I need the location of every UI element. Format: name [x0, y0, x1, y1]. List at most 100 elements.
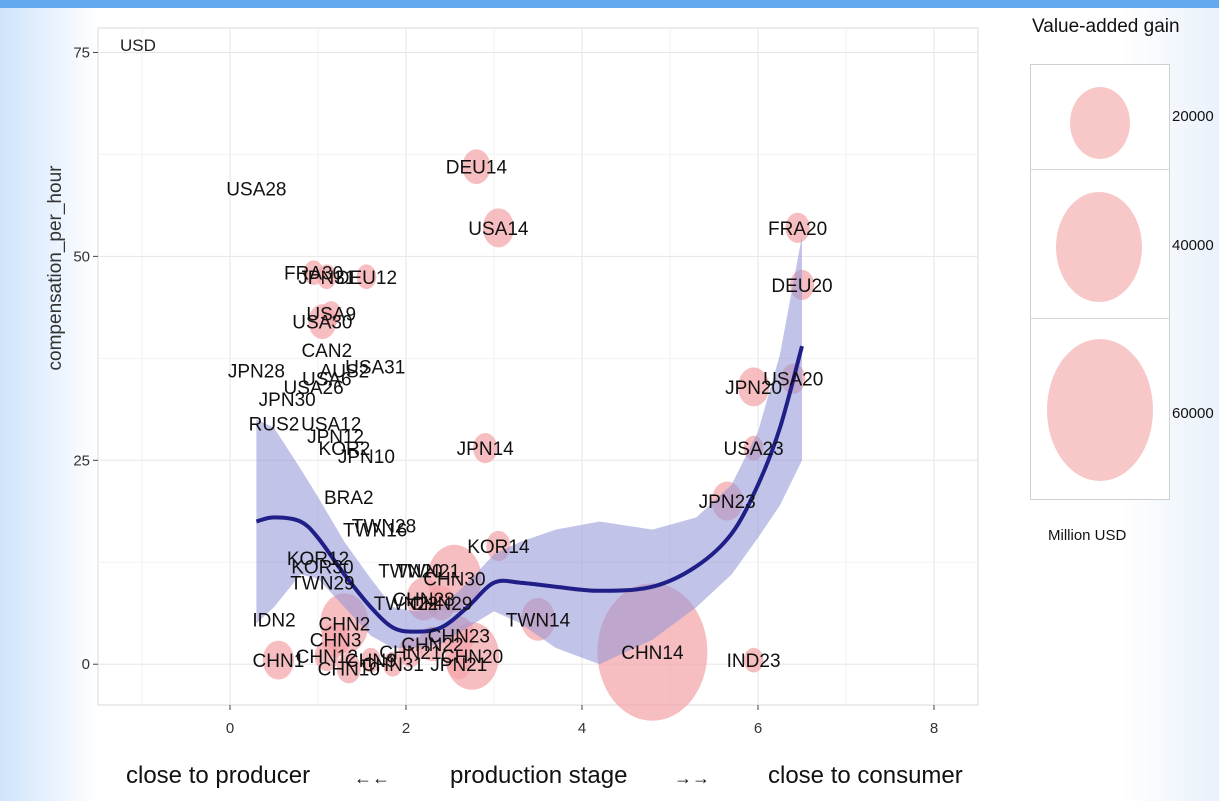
- bubble-point: [785, 212, 810, 243]
- point-label: TWN14: [506, 610, 571, 631]
- point-label: JPN31: [298, 268, 355, 289]
- bubble-point: [446, 649, 471, 680]
- point-label: KOR2: [319, 439, 371, 460]
- point-label: JPN21: [430, 655, 487, 676]
- bubble-point: [462, 149, 491, 185]
- point-label: USA30: [292, 313, 352, 334]
- top-accent-bar: [0, 0, 1219, 8]
- caption-production-stage: production stage: [450, 762, 628, 789]
- point-label: KOR30: [291, 557, 353, 578]
- point-label: USA12: [301, 415, 361, 436]
- point-label: USA26: [283, 378, 343, 399]
- y-tick-label: 0: [82, 656, 90, 673]
- point-label: KOR12: [287, 549, 349, 570]
- point-label: IDN2: [252, 610, 295, 631]
- point-label: CHN10: [318, 659, 380, 680]
- x-tick-label: 8: [930, 720, 938, 737]
- point-label: JPN23: [699, 492, 756, 513]
- point-label: JPN14: [457, 439, 514, 460]
- caption-close-to-consumer: close to consumer: [768, 762, 963, 789]
- bubble-point: [336, 653, 361, 684]
- point-label: USA9: [306, 304, 356, 325]
- point-label: JPN20: [725, 378, 782, 399]
- point-label: CAN2: [301, 341, 352, 362]
- legend-bubble-large: [1047, 339, 1153, 481]
- arrow-right-icon: →→: [674, 768, 710, 788]
- bubble-point: [737, 367, 770, 407]
- point-label: JPN12: [307, 427, 364, 448]
- point-label: CHN9: [345, 651, 397, 672]
- point-label: CHN30: [423, 570, 485, 591]
- point-label: USA23: [723, 439, 783, 460]
- point-label: CHN12: [296, 647, 358, 668]
- point-label: TWN29: [290, 574, 354, 595]
- point-label: CHN28: [392, 590, 454, 611]
- point-label: CHN20: [441, 647, 503, 668]
- arrow-left-icon: ←←: [354, 768, 390, 788]
- caption-close-to-producer: close to producer: [126, 762, 311, 789]
- y-tick-label: 25: [73, 452, 90, 469]
- point-label: JPN30: [259, 390, 316, 411]
- point-label: JPN10: [338, 447, 395, 468]
- y-axis-title: compensation_per_hour: [45, 165, 66, 371]
- bubble-point: [473, 432, 498, 464]
- bubble-point: [743, 647, 764, 673]
- legend-cell-2: [1031, 170, 1169, 319]
- point-label: CHN23: [428, 627, 490, 648]
- unit-label: USD: [120, 36, 156, 55]
- legend-cell-3: [1031, 319, 1169, 499]
- x-tick-label: 2: [402, 720, 410, 737]
- legend-bubble-medium: [1056, 192, 1142, 302]
- legend-bubble-small: [1070, 87, 1130, 159]
- point-label: CHN2: [319, 614, 371, 635]
- point-label: CHN22: [401, 635, 463, 656]
- x-tick-label: 0: [226, 720, 234, 737]
- point-label: CHN31: [362, 655, 424, 676]
- legend-label-60000: 60000: [1172, 405, 1214, 422]
- legend-title: Value-added gain: [1032, 16, 1180, 37]
- point-label: USA31: [345, 358, 405, 379]
- point-label: IND23: [727, 651, 781, 672]
- point-label: TWN21: [396, 561, 460, 582]
- point-label: FRA30: [284, 264, 343, 285]
- point-label: CHN29: [410, 594, 472, 615]
- point-label: DEU12: [336, 268, 397, 289]
- point-label: CHN1: [253, 651, 305, 672]
- bubble-point: [262, 640, 295, 680]
- point-label: TWN16: [343, 521, 407, 542]
- point-label: AUS2: [320, 362, 370, 383]
- point-label: KOR14: [467, 537, 530, 558]
- point-label: TWN22: [374, 594, 438, 615]
- legend-label-20000: 20000: [1172, 108, 1214, 125]
- point-label: TWN28: [352, 517, 416, 538]
- point-label: USA6: [302, 370, 352, 391]
- point-label: USA28: [226, 180, 286, 201]
- y-tick-label: 75: [73, 44, 90, 61]
- trend-line: [255, 345, 804, 634]
- legend-unit: Million USD: [1048, 527, 1127, 544]
- bubble-point: [356, 264, 377, 290]
- x-tick-label: 4: [578, 720, 586, 737]
- point-label: JPN28: [228, 362, 285, 383]
- y-tick-label: 50: [73, 248, 90, 265]
- point-label: DEU14: [446, 158, 508, 179]
- confidence-band: [256, 236, 802, 665]
- x-tick-label: 6: [754, 720, 762, 737]
- point-label: USA14: [468, 219, 529, 240]
- point-label: FRA20: [768, 219, 827, 240]
- point-label: RUS2: [249, 415, 300, 436]
- point-label: TWN20: [378, 561, 442, 582]
- point-label: USA20: [763, 370, 823, 391]
- bubble-point: [360, 647, 381, 673]
- point-label: CHN21: [379, 643, 441, 664]
- point-label: CHN3: [310, 631, 362, 652]
- bubble-point: [482, 208, 515, 248]
- bubble-point: [382, 651, 403, 677]
- bubble-point: [314, 640, 339, 672]
- bubble-point: [316, 264, 337, 290]
- point-label: CHN14: [621, 643, 684, 664]
- bubble-point: [308, 304, 337, 340]
- point-label: BRA2: [324, 488, 374, 509]
